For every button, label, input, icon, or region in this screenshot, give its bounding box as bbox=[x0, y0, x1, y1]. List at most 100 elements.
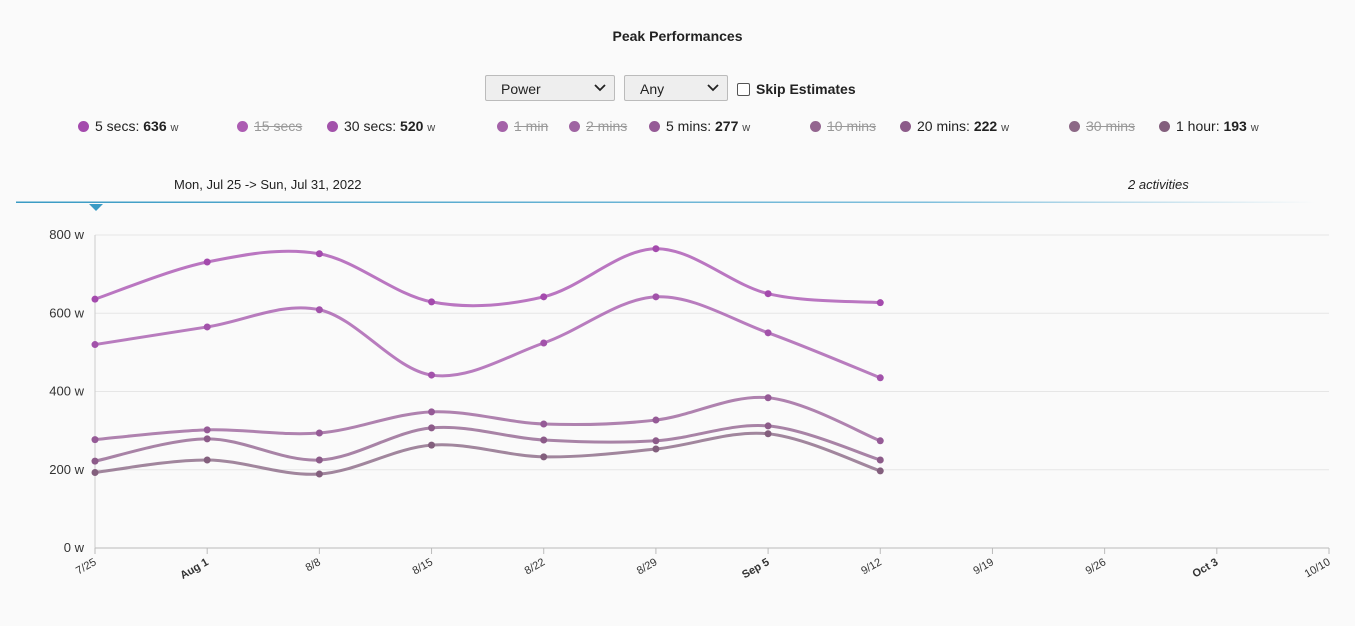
data-point bbox=[91, 341, 99, 349]
data-point bbox=[203, 456, 211, 464]
filter-value: Any bbox=[640, 81, 665, 97]
x-tick-label: 9/26 bbox=[1084, 556, 1109, 577]
data-point bbox=[428, 424, 436, 432]
data-point bbox=[91, 457, 99, 465]
x-tick-label: Aug 1 bbox=[178, 556, 210, 582]
legend-swatch bbox=[327, 121, 338, 132]
data-point bbox=[315, 456, 323, 464]
data-point bbox=[315, 306, 323, 314]
data-point bbox=[203, 323, 211, 331]
data-point bbox=[91, 468, 99, 476]
series-line bbox=[94, 431, 881, 476]
y-tick-label: 400 w bbox=[49, 384, 84, 399]
data-point bbox=[203, 258, 211, 266]
data-point bbox=[203, 426, 211, 434]
legend-unit: w bbox=[1250, 122, 1259, 134]
legend-item[interactable]: 1 min bbox=[497, 118, 548, 134]
legend-name: 15 secs bbox=[254, 118, 303, 134]
data-point bbox=[876, 437, 884, 445]
data-point bbox=[540, 293, 548, 301]
legend-value: 193 bbox=[1223, 118, 1247, 134]
legend-name: 2 mins bbox=[586, 118, 628, 134]
chevron bbox=[594, 84, 606, 92]
data-point bbox=[315, 429, 323, 437]
data-point bbox=[652, 437, 660, 445]
x-tick-label: 8/22 bbox=[523, 556, 548, 577]
legend-sep: : bbox=[1215, 118, 1224, 134]
data-point bbox=[764, 430, 772, 438]
data-point bbox=[91, 295, 99, 303]
legend-unit: w bbox=[742, 122, 751, 134]
legend-item[interactable]: 30 secs: 520 w bbox=[327, 118, 435, 134]
legend-swatch bbox=[810, 121, 821, 132]
legend-name: 5 secs bbox=[95, 118, 136, 134]
legend-unit: w bbox=[1001, 122, 1010, 134]
x-tick-label: 8/8 bbox=[304, 556, 323, 574]
legend-name: 10 mins bbox=[827, 118, 877, 134]
legend-value: 636 bbox=[143, 118, 167, 134]
legend-sep: : bbox=[707, 118, 716, 134]
legend-swatch bbox=[78, 121, 89, 132]
legend-sep: : bbox=[135, 118, 144, 134]
legend-item[interactable]: 30 mins bbox=[1069, 118, 1135, 134]
legend-name: 20 mins bbox=[917, 118, 967, 134]
data-point bbox=[428, 298, 436, 306]
legend-swatch bbox=[900, 121, 911, 132]
metric-select[interactable]: Power bbox=[485, 75, 615, 101]
legend-item[interactable]: 1 hour: 193 w bbox=[1159, 118, 1259, 134]
y-tick-label: 200 w bbox=[49, 462, 84, 477]
data-point bbox=[652, 293, 660, 301]
x-tick-label: 8/15 bbox=[410, 556, 435, 577]
data-point bbox=[540, 453, 548, 461]
data-point bbox=[315, 250, 323, 258]
legend-swatch bbox=[569, 121, 580, 132]
legend-swatch bbox=[497, 121, 508, 132]
data-point bbox=[764, 422, 772, 430]
legend-item[interactable]: 15 secs bbox=[237, 118, 302, 134]
legend-item[interactable]: 5 secs: 636 w bbox=[78, 118, 178, 134]
data-point bbox=[876, 299, 884, 307]
data-point bbox=[203, 435, 211, 443]
data-point bbox=[652, 245, 660, 253]
legend-swatch bbox=[1159, 121, 1170, 132]
legend-swatch bbox=[649, 121, 660, 132]
y-tick-label: 600 w bbox=[49, 305, 84, 320]
legend-sep: : bbox=[966, 118, 974, 134]
range-label: Mon, Jul 25 -> Sun, Jul 31, 2022 bbox=[174, 177, 362, 192]
week-pointer bbox=[89, 204, 103, 211]
legend-item[interactable]: 2 mins bbox=[569, 118, 627, 134]
legend-swatch bbox=[1069, 121, 1080, 132]
data-point bbox=[315, 470, 323, 478]
legend-item[interactable]: 10 mins bbox=[810, 118, 876, 134]
data-point bbox=[876, 456, 884, 464]
data-point bbox=[91, 436, 99, 444]
series-line bbox=[94, 247, 881, 308]
data-point bbox=[540, 420, 548, 428]
filter-select[interactable]: Any bbox=[624, 75, 728, 101]
chevron bbox=[707, 84, 719, 92]
title: Peak Performances bbox=[612, 28, 743, 44]
data-point bbox=[652, 416, 660, 424]
legend-value: 520 bbox=[400, 118, 424, 134]
series-line bbox=[94, 424, 881, 463]
legend-swatch bbox=[237, 121, 248, 132]
data-point bbox=[428, 408, 436, 416]
activities: 2 activities bbox=[1128, 177, 1189, 192]
legend-name: 1 hour bbox=[1176, 118, 1216, 134]
data-point bbox=[876, 374, 884, 382]
legend-unit: w bbox=[170, 122, 179, 134]
legend-name: 30 secs bbox=[344, 118, 393, 134]
y-tick-label: 0 w bbox=[64, 540, 85, 555]
data-point bbox=[764, 329, 772, 337]
checkbox[interactable] bbox=[737, 83, 750, 96]
legend-name: 30 mins bbox=[1086, 118, 1136, 134]
metric-value: Power bbox=[501, 81, 541, 97]
legend-item[interactable]: 5 mins: 277 w bbox=[649, 118, 750, 134]
legend-sep: : bbox=[392, 118, 401, 134]
x-tick-label: Sep 5 bbox=[740, 556, 771, 581]
legend-item[interactable]: 20 mins: 222 w bbox=[900, 118, 1009, 134]
x-tick-label: 9/19 bbox=[971, 556, 996, 577]
checkbox-label[interactable]: Skip Estimates bbox=[756, 81, 856, 97]
data-point bbox=[764, 290, 772, 298]
